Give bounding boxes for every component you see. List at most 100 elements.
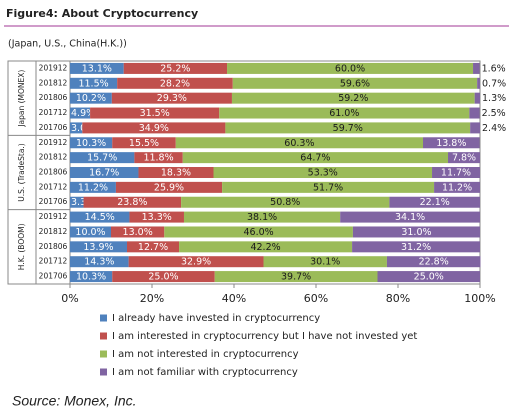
bar-segment [70,152,135,164]
bar-segment [477,77,480,89]
x-tick-label: 40% [222,292,246,305]
value-label: 30.1% [310,257,340,268]
value-label: 25.9% [154,182,184,193]
value-label: 18.3% [161,168,191,179]
value-label: 39.7% [281,272,311,283]
bar-segment [70,77,118,89]
chart-subtitle: (Japan, U.S., China(H.K.)) [8,39,127,50]
bar-segment [225,122,471,134]
value-label: 38.1% [247,212,277,223]
bar-segment [263,256,387,268]
value-label: 60.0% [335,63,365,74]
bar-segment [231,92,475,104]
value-label: 10.0% [75,227,105,238]
bar-segment [134,152,183,164]
bar-segment [112,137,176,149]
bar-segment [83,196,182,208]
bar-segment [112,271,215,283]
bar-segment [432,166,480,179]
legend-label: I am not interested in cryptocurrency [112,349,299,360]
y-tick-label: 201912 [39,212,68,221]
bar-segment [129,211,184,223]
y-tick-label: 201712 [39,182,68,191]
bar-segment [179,241,353,253]
value-label: 59.7% [333,123,363,134]
value-label: 51.7% [313,182,343,193]
value-label: 59.2% [338,93,368,104]
bar-segment [82,122,226,134]
bar-segment [123,62,228,74]
y-tick-label: 201812 [39,78,68,87]
value-label: 59.6% [340,78,370,89]
value-label: 13.8% [436,138,466,149]
value-label: 50.8% [270,197,300,208]
value-label: 46.0% [244,227,274,238]
value-label: 1.6% [482,63,506,74]
value-label: 1.3% [482,93,506,104]
value-label: 29.3% [157,93,187,104]
value-label: 0.7% [482,78,506,89]
bar-segment [70,181,116,193]
bar-segment [473,62,480,74]
y-tick-label: 201806 [39,168,68,177]
group-label: H.K. (BOOM) [17,223,26,270]
value-label: 34.9% [139,123,169,134]
value-label: 4.9% [71,108,95,119]
bar-segment [70,62,124,74]
value-label: 31.0% [401,227,431,238]
bar-segment [128,256,264,268]
y-tick-label: 201806 [39,93,68,102]
value-label: 34.1% [395,212,425,223]
bar-segment [389,196,480,208]
y-tick-label: 201706 [39,123,68,132]
bar-segment [474,92,480,104]
x-tick-label: 100% [464,292,495,305]
value-label: 15.7% [87,153,117,164]
value-label: 16.7% [89,168,119,179]
bar-segment [164,226,353,238]
bar-segment [470,122,480,134]
value-label: 14.5% [85,212,115,223]
value-label: 14.3% [84,257,114,268]
bar-segment [340,211,480,223]
value-label: 11.8% [143,153,173,164]
bar-segment [126,241,180,253]
bar-segment [181,196,390,208]
legend-swatch [100,368,107,376]
bar-segment [227,62,474,74]
bar-segment [70,241,127,253]
value-label: 60.3% [284,138,314,149]
value-label: 11.7% [441,168,471,179]
y-tick-label: 201912 [39,63,68,72]
group-label: U.S. (TradeSta.) [17,143,26,202]
bar-segment [70,107,91,119]
value-label: 28.2% [160,78,190,89]
value-label: 13.0% [123,227,153,238]
value-label: 10.3% [76,272,106,283]
group-label: Japan (MONEX) [17,70,26,128]
bar-segment [434,181,480,193]
value-label: 2.4% [482,123,506,134]
bar-segment [117,77,233,89]
bar-segment [70,271,113,283]
x-tick-label: 0% [61,292,78,305]
y-tick-label: 201712 [39,108,68,117]
bar-segment [115,181,223,193]
bar-segment [213,166,433,179]
y-tick-label: 201812 [39,227,68,236]
bar-segment [70,226,111,238]
y-tick-label: 201812 [39,153,68,162]
value-label: 25.2% [160,63,190,74]
bar-segment [469,107,480,119]
x-tick-label: 80% [386,292,410,305]
value-label: 11.2% [78,182,108,193]
bar-segment [214,271,378,283]
legend-swatch [100,332,107,340]
legend-label: I am interested in cryptocurrency but I … [112,331,417,342]
value-label: 25.0% [148,272,178,283]
y-tick-label: 201712 [39,257,68,266]
value-label: 23.8% [117,197,147,208]
bar-segment [70,196,84,208]
bar-segment [423,137,480,149]
